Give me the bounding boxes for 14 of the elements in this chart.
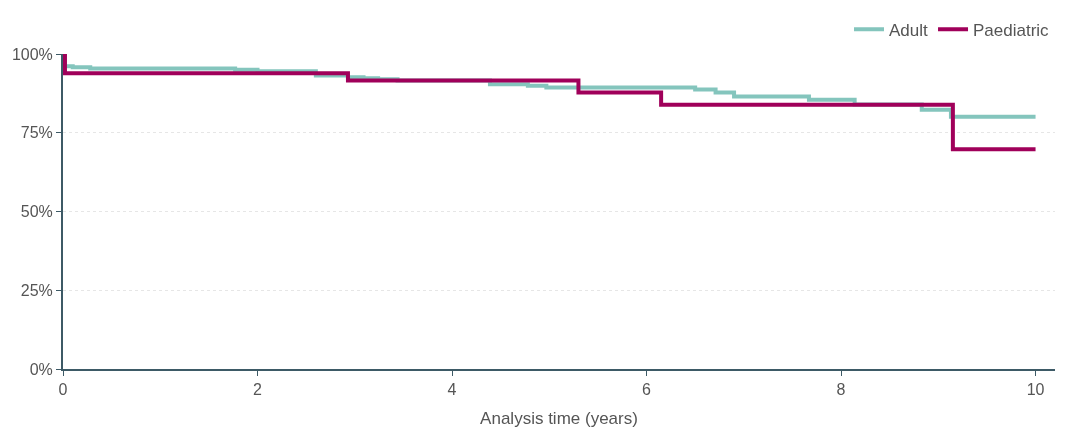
x-tick-label: 10: [1026, 381, 1045, 399]
x-tick-label: 2: [253, 381, 263, 399]
legend-label: Paediatric: [973, 20, 1050, 40]
y-tick-label: 75%: [20, 124, 53, 142]
y-tick-label: 0%: [29, 360, 53, 378]
y-tick-label: 50%: [20, 203, 53, 221]
x-tick-label: 6: [642, 381, 652, 399]
x-tick-label: 4: [447, 381, 457, 399]
y-tick-label: 25%: [20, 281, 53, 299]
legend-label: Adult: [889, 20, 929, 40]
y-tick-label: 100%: [11, 45, 53, 63]
x-axis-title: Analysis time (years): [480, 409, 638, 429]
x-tick-label: 8: [836, 381, 846, 399]
x-tick-label: 0: [58, 381, 68, 399]
